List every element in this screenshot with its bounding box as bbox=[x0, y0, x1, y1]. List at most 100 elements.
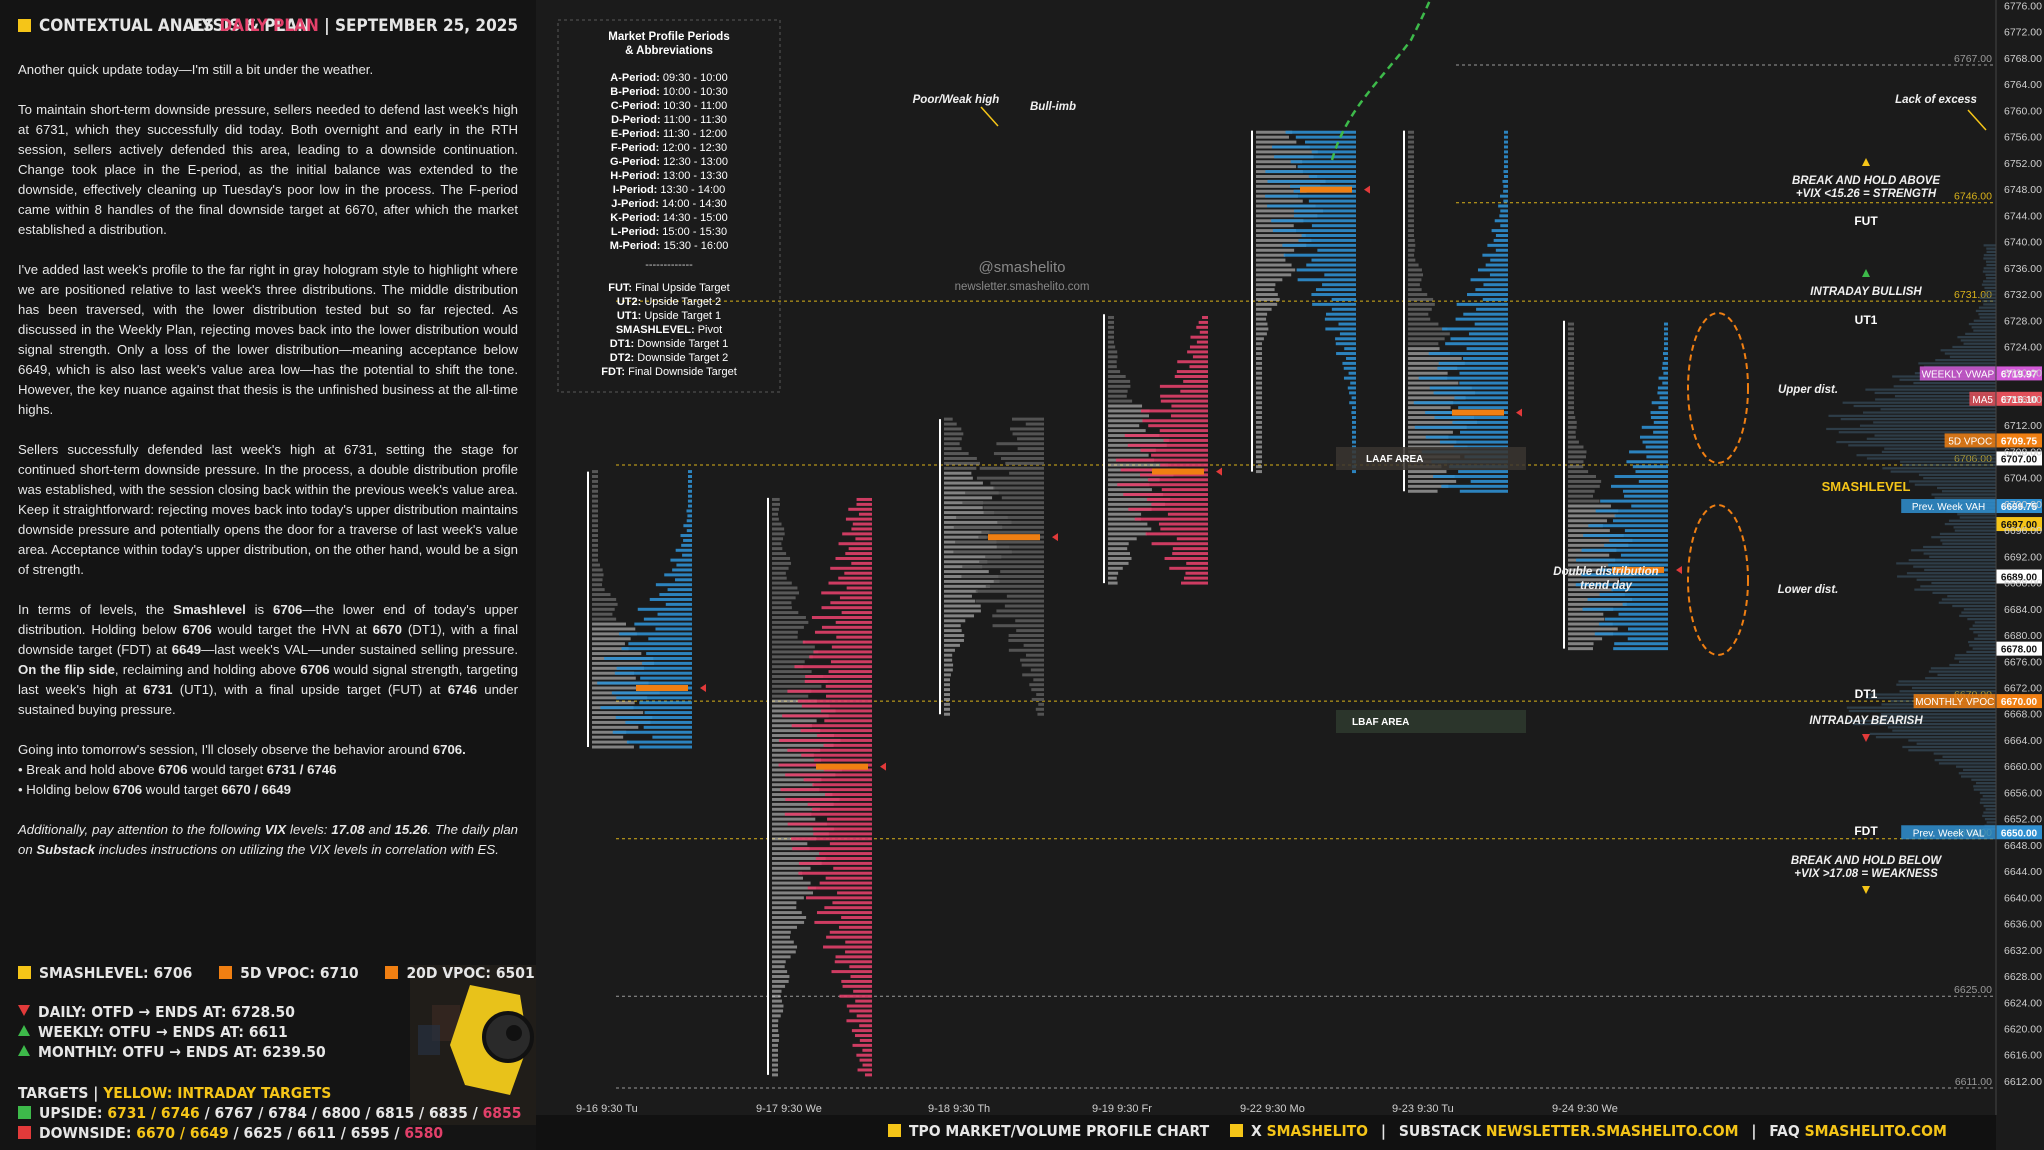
tpo-block bbox=[1108, 537, 1137, 541]
tpo-block bbox=[1256, 209, 1324, 213]
footer-faq-label: FAQ bbox=[1769, 1122, 1800, 1140]
tpo-block bbox=[1408, 445, 1468, 449]
lastweek-volume-bar bbox=[1982, 270, 1996, 273]
volume-bar bbox=[787, 822, 872, 826]
tpo-block bbox=[1256, 425, 1262, 429]
volume-bar bbox=[1293, 209, 1356, 213]
volume-bar bbox=[1499, 214, 1508, 218]
tpo-block bbox=[944, 427, 962, 431]
tpo-block bbox=[1568, 529, 1610, 533]
volume-bar bbox=[1186, 561, 1208, 565]
lastweek-volume-bar bbox=[1836, 440, 1996, 444]
tpo-block bbox=[772, 950, 796, 954]
lastweek-volume-bar bbox=[1974, 637, 1996, 640]
time-axis: 9-16 9:30 Tu 9-17 9:30 We 9-18 9:30 Th 9-19… bbox=[576, 1103, 1618, 1115]
tpo-block bbox=[772, 537, 784, 541]
tpo-block bbox=[1408, 475, 1455, 479]
legend-abbr: FUT: Final Upside Target bbox=[608, 282, 729, 294]
volume-bar bbox=[1008, 638, 1044, 642]
tpo-block bbox=[1408, 224, 1414, 228]
volume-bar bbox=[1418, 376, 1508, 380]
tpo-block bbox=[772, 620, 809, 624]
legend-subtitle: & Abbreviations bbox=[625, 45, 713, 57]
green-square-icon bbox=[18, 1106, 31, 1119]
red-square-icon bbox=[18, 1126, 31, 1139]
volume-bar bbox=[1428, 352, 1508, 356]
session-profile bbox=[1103, 314, 1222, 585]
volume-bar bbox=[832, 901, 872, 905]
tpo-block bbox=[1568, 391, 1574, 395]
price-tag-bg bbox=[1996, 569, 2042, 584]
tpo-block bbox=[1256, 460, 1262, 464]
tpo-block bbox=[944, 535, 987, 539]
volume-bar bbox=[1023, 643, 1044, 647]
volume-bar bbox=[1657, 391, 1668, 395]
lastweek-volume-bar bbox=[1983, 804, 1996, 808]
lower-dist-ellipse bbox=[1687, 504, 1749, 656]
lastweek-volume-bar bbox=[1923, 477, 1996, 480]
lastweek-volume-bar bbox=[1842, 401, 1996, 404]
volume-bar bbox=[855, 999, 872, 1003]
legend-abbr: FDT: Final Downside Target bbox=[601, 366, 737, 378]
tpo-block bbox=[1568, 430, 1576, 434]
volume-bar bbox=[1600, 499, 1668, 503]
volume-bar bbox=[1158, 522, 1208, 526]
tpo-block bbox=[592, 563, 600, 567]
volume-bar bbox=[1438, 361, 1508, 365]
volume-bar bbox=[819, 881, 872, 885]
legend-period: B-Period: 10:00 - 10:30 bbox=[610, 86, 727, 98]
tpo-block bbox=[944, 599, 976, 603]
price-tag-value: 6697.00 bbox=[2001, 520, 2038, 531]
up-arrow-green-icon bbox=[1862, 269, 1870, 277]
tpo-block bbox=[592, 548, 598, 552]
y-tick-label: 6760.00 bbox=[2004, 105, 2042, 117]
legend-key: L-Period: bbox=[611, 226, 659, 238]
volume-bar bbox=[1500, 209, 1508, 213]
volume-bar bbox=[1033, 678, 1044, 682]
tpo-block bbox=[1568, 519, 1608, 523]
volume-bar bbox=[961, 575, 1044, 579]
price-tag-value: 6650.00 bbox=[2001, 828, 2038, 839]
legend-abbr: SMASHLEVEL: Pivot bbox=[616, 324, 722, 336]
footer-x-handle[interactable]: SMASHELITO bbox=[1266, 1122, 1369, 1140]
lastweek-volume-bar bbox=[1911, 686, 1996, 690]
yellow-square-icon bbox=[1229, 1124, 1243, 1137]
footer-faq-link[interactable]: SMASHELITO.COM bbox=[1804, 1122, 1947, 1140]
tpo-block bbox=[1568, 352, 1574, 356]
tpo-block bbox=[1256, 130, 1293, 134]
tpo-block bbox=[1256, 396, 1262, 400]
volume-bar bbox=[1346, 356, 1356, 360]
y-tick-label: 6624.00 bbox=[2004, 997, 2042, 1009]
tpo-block bbox=[1408, 273, 1424, 277]
tpo-block bbox=[1408, 317, 1431, 321]
tpo-block bbox=[592, 558, 598, 562]
volume-bar bbox=[857, 1068, 872, 1072]
tpo-block bbox=[1108, 438, 1169, 442]
trend-list: DAILY: OTFD → ENDS AT: 6728.50 WEEKLY: O… bbox=[18, 1002, 326, 1062]
lastweek-volume-bar bbox=[1896, 683, 1996, 686]
volume-bar bbox=[1176, 537, 1208, 541]
volume-bar bbox=[1662, 361, 1668, 365]
tpo-block bbox=[944, 437, 962, 441]
volume-bar bbox=[975, 599, 1044, 603]
text: . The daily plan on bbox=[18, 822, 518, 857]
tpo-block bbox=[772, 955, 791, 959]
volume-bar bbox=[1659, 396, 1668, 400]
footer-substack-link[interactable]: NEWSLETTER.SMASHELITO.COM bbox=[1485, 1122, 1739, 1140]
tpo-block bbox=[1108, 561, 1129, 565]
tpo-block bbox=[1408, 361, 1465, 365]
volume-bar bbox=[823, 768, 872, 772]
tpo-block bbox=[1568, 415, 1576, 419]
tpo-block bbox=[1408, 278, 1422, 282]
tpo-block bbox=[1256, 184, 1321, 188]
tpo-block bbox=[1568, 489, 1595, 493]
volume-bar bbox=[686, 509, 692, 513]
tpo-block bbox=[1108, 527, 1152, 531]
paragraph-7: Additionally, pay attention to the follo… bbox=[18, 820, 518, 860]
tpo-block bbox=[944, 693, 950, 697]
tpo-block bbox=[772, 709, 836, 713]
volume-bar bbox=[1169, 566, 1208, 570]
upper-dist-label: Upper dist. bbox=[1778, 384, 1838, 396]
volume-bar bbox=[1036, 693, 1044, 697]
tpo-block bbox=[772, 704, 830, 708]
